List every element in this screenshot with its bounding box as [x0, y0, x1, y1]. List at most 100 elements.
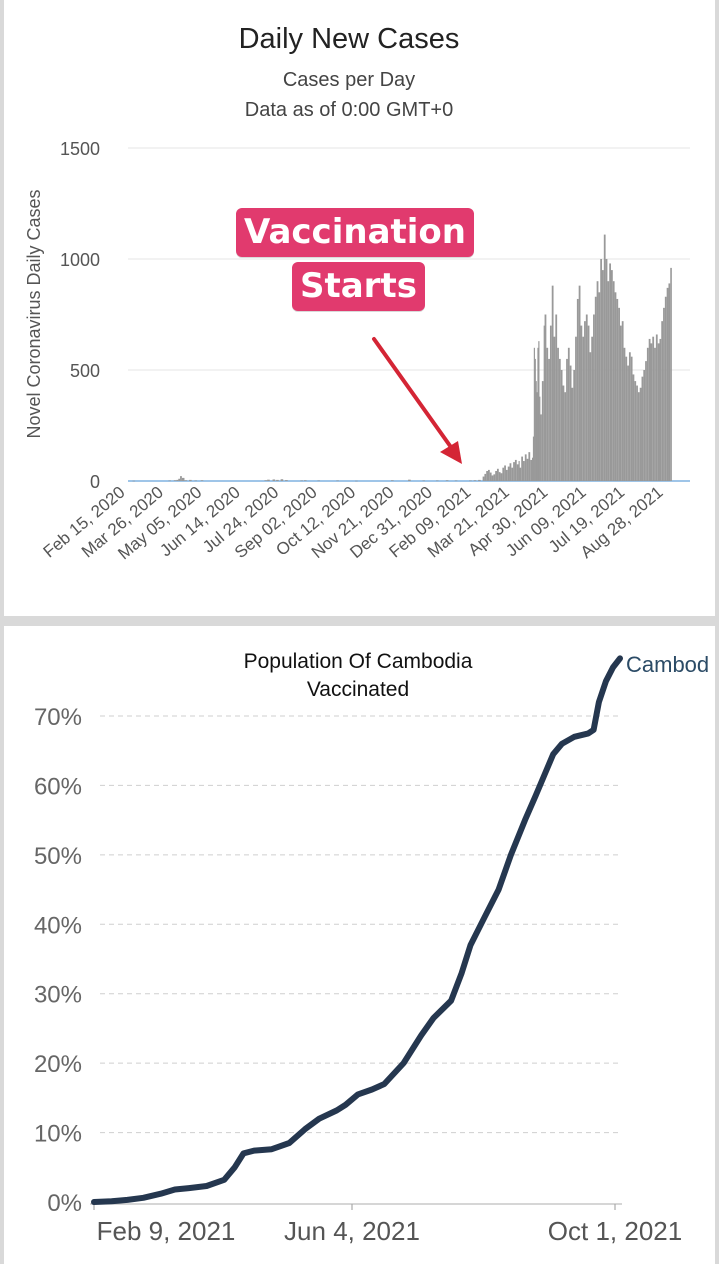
bar	[668, 283, 671, 481]
bar	[551, 285, 554, 481]
chart-title: Daily New Cases	[239, 23, 460, 55]
bar	[616, 298, 619, 481]
bar	[168, 480, 171, 482]
chart-title-line-2: Vaccinated	[307, 678, 409, 701]
bar	[536, 392, 538, 481]
y-axis-label: Novel Coronavirus Daily Cases	[24, 189, 44, 438]
bar	[524, 454, 527, 481]
bar	[549, 325, 552, 481]
bar	[336, 480, 339, 482]
bar	[511, 467, 514, 481]
bar	[454, 480, 458, 482]
bar	[553, 336, 556, 481]
bar	[562, 385, 565, 481]
bar	[569, 365, 572, 481]
bar	[534, 358, 536, 481]
bar	[621, 321, 624, 481]
bar	[496, 468, 499, 481]
bar	[589, 352, 592, 481]
bar	[484, 473, 487, 481]
bar	[502, 467, 505, 481]
bar	[391, 480, 394, 481]
bar	[514, 459, 517, 481]
bar	[537, 347, 539, 481]
bar	[422, 480, 426, 482]
bar	[584, 321, 586, 481]
bar	[521, 456, 524, 481]
bar	[582, 336, 585, 481]
bars	[132, 234, 672, 482]
bar	[173, 480, 177, 481]
y-tick-label: 60%	[34, 773, 82, 800]
vaccinated-panel: Population Of Cambodia Vaccinated 0% 10% 2…	[4, 626, 715, 1264]
bar	[639, 387, 642, 481]
bar	[504, 465, 506, 481]
y-tick-labels: 0 500 1000 1500	[60, 139, 100, 492]
series-line-cambodia	[91, 655, 623, 1205]
bar	[493, 474, 496, 481]
gridlines	[90, 715, 622, 1205]
bar	[593, 314, 595, 481]
bar	[500, 473, 503, 481]
bar	[478, 479, 481, 481]
bar	[587, 325, 590, 481]
y-tick-label: 1000	[60, 250, 100, 270]
series-end-label: Cambod	[626, 652, 709, 677]
bar	[132, 480, 136, 482]
bar	[591, 336, 594, 481]
bar	[567, 347, 570, 481]
bar	[267, 479, 270, 481]
bar	[285, 480, 288, 481]
bar	[555, 314, 558, 481]
y-tick-label: 50%	[34, 843, 82, 870]
bar	[505, 469, 508, 481]
bar	[576, 298, 579, 481]
bar	[540, 414, 542, 481]
x-tick-labels: Feb 9, 2021 Jun 4, 2021 Oct 1, 2021	[93, 1204, 682, 1246]
bar	[280, 479, 284, 481]
bar	[519, 467, 522, 481]
x-tick-label: Oct 1, 2021	[548, 1216, 682, 1246]
bar	[646, 347, 649, 481]
bar	[533, 347, 535, 481]
bar	[523, 461, 525, 481]
bar	[548, 358, 550, 481]
bar	[666, 287, 669, 481]
bar	[546, 347, 549, 481]
y-tick-label: 20%	[34, 1051, 82, 1078]
bar	[538, 341, 540, 481]
bar	[541, 381, 544, 481]
bar	[300, 480, 303, 482]
chart-subtitle-1: Cases per Day	[283, 69, 415, 91]
bar	[513, 462, 515, 481]
bar	[580, 325, 583, 481]
bar	[619, 325, 622, 481]
bar	[482, 476, 485, 481]
bar	[654, 347, 656, 481]
bar	[272, 479, 276, 481]
y-tick-label: 1500	[60, 139, 100, 159]
y-tick-label: 30%	[34, 982, 82, 1009]
bar	[650, 343, 653, 481]
bar	[176, 479, 179, 481]
bar	[670, 267, 672, 481]
y-tick-label: 10%	[34, 1121, 82, 1148]
vaccinated-chart: Population Of Cambodia Vaccinated 0% 10% 2…	[34, 650, 709, 1246]
series-line	[91, 655, 623, 1205]
bar	[184, 480, 188, 481]
bar	[607, 281, 610, 481]
bar	[612, 281, 615, 481]
bar	[614, 292, 617, 481]
bar	[491, 475, 494, 481]
y-tick-label: 500	[70, 361, 100, 381]
y-tick-label: 0	[90, 472, 100, 492]
bar	[303, 480, 307, 481]
bar	[623, 347, 626, 481]
bar	[528, 452, 531, 481]
bar	[627, 365, 629, 481]
bar	[661, 321, 664, 481]
bar	[276, 479, 279, 481]
bar	[643, 370, 646, 481]
bar	[573, 370, 576, 481]
x-tick-label: Feb 9, 2021	[97, 1216, 236, 1246]
